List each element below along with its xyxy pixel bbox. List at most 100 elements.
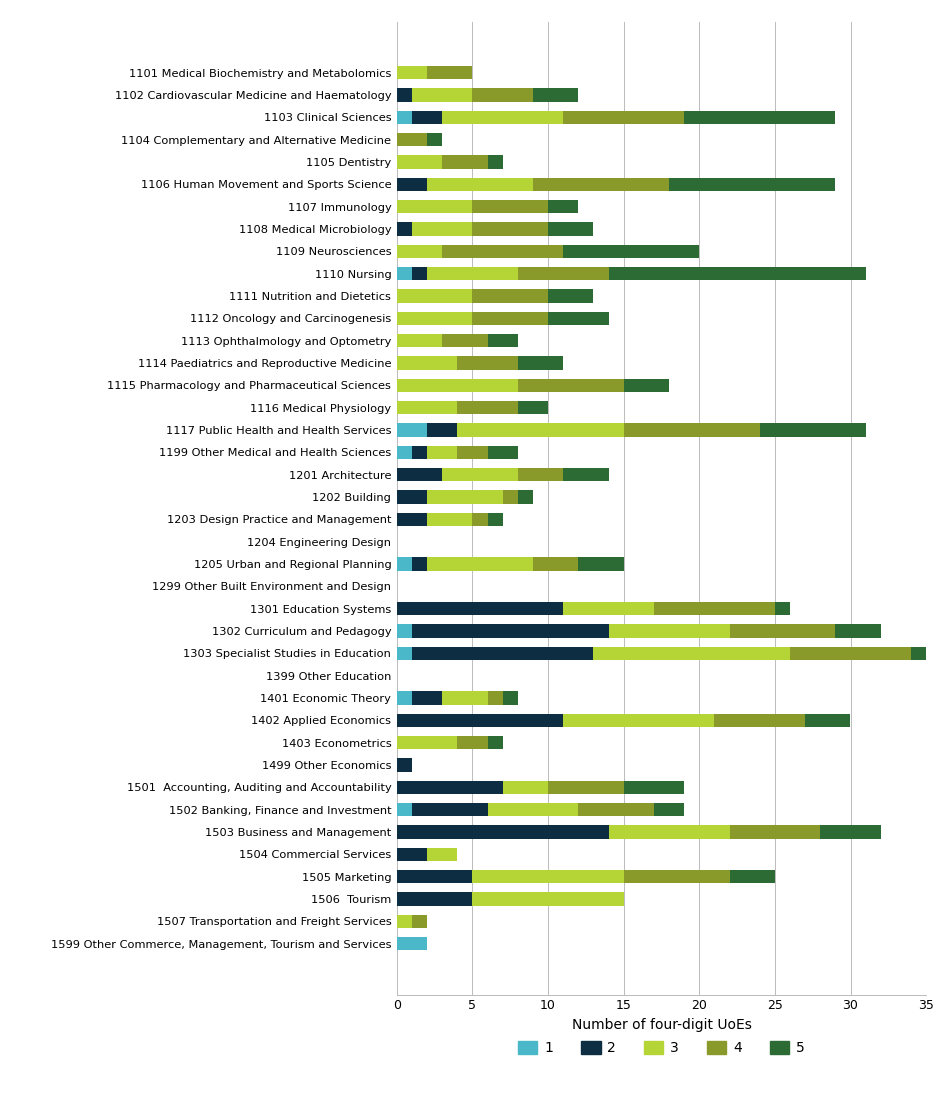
Bar: [517, 468, 563, 481]
Bar: [532, 178, 668, 191]
Bar: [442, 245, 563, 258]
Bar: [548, 290, 593, 303]
Bar: [412, 647, 593, 660]
Bar: [396, 780, 502, 795]
Bar: [396, 178, 427, 191]
Bar: [472, 892, 623, 906]
Bar: [427, 133, 442, 146]
Bar: [487, 334, 517, 348]
Bar: [396, 915, 412, 928]
Bar: [910, 647, 925, 660]
Bar: [487, 446, 517, 459]
Bar: [804, 714, 850, 727]
Bar: [442, 155, 487, 168]
Bar: [412, 222, 472, 236]
Bar: [714, 714, 804, 727]
Bar: [608, 267, 865, 281]
Bar: [396, 110, 412, 125]
Bar: [759, 423, 865, 437]
Bar: [487, 155, 502, 168]
Bar: [502, 780, 548, 795]
Bar: [457, 736, 487, 750]
Bar: [412, 692, 442, 705]
Bar: [472, 870, 623, 883]
Bar: [427, 267, 517, 281]
Bar: [396, 892, 472, 906]
Bar: [517, 491, 532, 504]
Bar: [396, 513, 427, 526]
Bar: [412, 803, 487, 816]
Bar: [472, 513, 487, 526]
Bar: [412, 446, 427, 459]
Bar: [396, 848, 427, 861]
Bar: [396, 468, 442, 481]
Bar: [427, 491, 502, 504]
Bar: [396, 133, 427, 146]
Bar: [548, 780, 623, 795]
Bar: [396, 334, 442, 348]
Bar: [396, 267, 412, 281]
Bar: [502, 491, 517, 504]
Bar: [608, 825, 729, 838]
Bar: [487, 803, 578, 816]
Bar: [457, 423, 623, 437]
Bar: [668, 178, 834, 191]
Bar: [396, 155, 442, 168]
Bar: [532, 557, 578, 571]
Bar: [548, 312, 608, 325]
Bar: [396, 759, 412, 772]
Bar: [548, 200, 578, 213]
Bar: [396, 245, 442, 258]
Legend: 1, 2, 3, 4, 5: 1, 2, 3, 4, 5: [512, 1035, 810, 1060]
Bar: [457, 401, 517, 414]
Bar: [457, 446, 487, 459]
Bar: [472, 89, 532, 102]
Bar: [472, 312, 548, 325]
Bar: [442, 334, 487, 348]
Bar: [487, 692, 502, 705]
Bar: [396, 803, 412, 816]
Bar: [412, 89, 472, 102]
Bar: [427, 178, 532, 191]
Bar: [427, 66, 472, 80]
Bar: [578, 557, 623, 571]
Bar: [412, 267, 427, 281]
Bar: [563, 110, 683, 125]
Bar: [563, 714, 714, 727]
Bar: [729, 870, 774, 883]
Bar: [396, 825, 608, 838]
Bar: [789, 647, 910, 660]
Bar: [396, 89, 412, 102]
Bar: [427, 513, 472, 526]
Bar: [517, 267, 608, 281]
Bar: [396, 423, 427, 437]
Bar: [396, 870, 472, 883]
Bar: [396, 66, 427, 80]
Bar: [653, 602, 774, 615]
X-axis label: Number of four-digit UoEs: Number of four-digit UoEs: [571, 1018, 750, 1032]
Bar: [563, 245, 699, 258]
Bar: [729, 825, 819, 838]
Bar: [442, 468, 517, 481]
Bar: [396, 290, 472, 303]
Bar: [487, 736, 502, 750]
Bar: [472, 200, 548, 213]
Bar: [396, 312, 472, 325]
Bar: [427, 557, 532, 571]
Bar: [396, 624, 412, 638]
Bar: [427, 423, 457, 437]
Bar: [396, 446, 412, 459]
Bar: [457, 356, 517, 369]
Bar: [396, 378, 517, 392]
Bar: [593, 647, 789, 660]
Bar: [548, 222, 593, 236]
Bar: [427, 848, 457, 861]
Bar: [608, 624, 729, 638]
Bar: [396, 692, 412, 705]
Bar: [442, 692, 487, 705]
Bar: [396, 602, 563, 615]
Bar: [472, 222, 548, 236]
Bar: [396, 557, 412, 571]
Bar: [563, 602, 653, 615]
Bar: [774, 602, 789, 615]
